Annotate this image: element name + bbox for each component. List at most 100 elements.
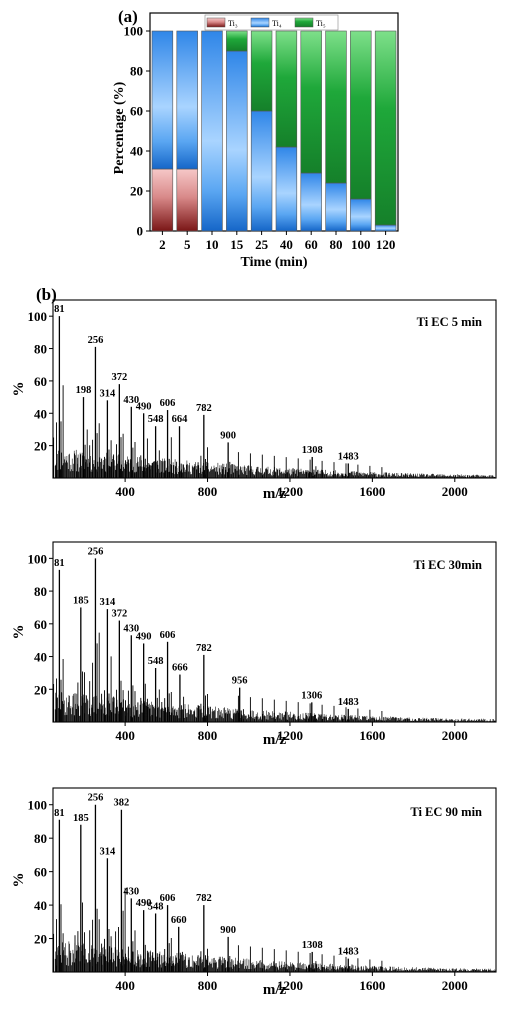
x-tick-label: 10	[206, 237, 219, 252]
legend-swatch-ti4	[250, 17, 270, 28]
cluster-peaks	[53, 632, 383, 722]
peak-label: 430	[123, 886, 139, 897]
x-axis-title: m/z	[263, 982, 287, 998]
peak-label: 81	[54, 558, 65, 569]
spectrum-title: Ti EC 30min	[413, 558, 482, 572]
x-tick-label: 40	[280, 237, 293, 252]
y-tick-label: 60	[34, 374, 47, 389]
bar-segment-ti4	[325, 182, 347, 232]
bar-segment-ti4	[176, 30, 198, 170]
peak-label: 198	[76, 385, 92, 396]
legend-swatch-ti5	[294, 17, 314, 28]
x-tick-label: 60	[305, 237, 318, 252]
peak-label: 490	[136, 631, 152, 642]
x-tick-label: 1600	[359, 484, 385, 499]
bar-segment-ti4	[374, 224, 397, 232]
y-axis-title: %	[11, 625, 27, 640]
x-tick-label: 2	[159, 237, 166, 252]
bar-segment-ti5	[300, 30, 322, 174]
y-tick-label: 100	[124, 24, 144, 39]
x-tick-label: 2000	[442, 728, 468, 743]
y-axis: 0 20 40 60 80 100	[124, 24, 150, 239]
x-tick-label: 100	[351, 237, 371, 252]
peak-label: 1308	[302, 940, 323, 951]
bar-segment-ti5	[374, 30, 397, 226]
y-tick-label: 40	[130, 144, 143, 159]
x-tick-label: 800	[198, 484, 218, 499]
y-axis-title: Percentage (%)	[112, 81, 127, 174]
y-tick-label: 80	[34, 584, 47, 599]
plot-area-frame	[149, 12, 399, 232]
y-axis-title: %	[11, 382, 27, 397]
peak-label: 1483	[338, 697, 359, 708]
panel-b-label: (b)	[36, 285, 57, 304]
peak-label: 548	[148, 656, 164, 667]
y-tick-label: 20	[130, 184, 143, 199]
peak-label: 664	[172, 414, 189, 425]
bar-segment-ti5	[250, 30, 273, 112]
y-tick-label: 0	[137, 224, 144, 239]
y-tick-label: 20	[34, 682, 47, 697]
x-tick-label: 400	[115, 978, 135, 993]
bar-segment-ti3	[151, 168, 174, 232]
x-tick-label: 800	[198, 978, 218, 993]
bar-segment-ti3	[176, 168, 198, 232]
peak-label: 256	[88, 546, 104, 557]
x-tick-label: 800	[198, 728, 218, 743]
cluster-peaks	[53, 887, 383, 972]
x-axis: 2 5 10 15 25 40 60 80 100 120	[159, 231, 395, 252]
bars-group	[151, 30, 397, 232]
peak-label: 606	[160, 398, 176, 409]
peak-label: 372	[111, 372, 127, 383]
x-tick-label: 80	[330, 237, 343, 252]
peak-label: 956	[232, 676, 248, 687]
peak-label: 1483	[338, 947, 359, 958]
y-tick-label: 100	[28, 309, 48, 324]
bar-segment-ti4	[350, 198, 372, 232]
bar-segment-ti4	[151, 30, 174, 170]
bar-segment-ti4	[201, 30, 223, 232]
y-tick-label: 20	[34, 439, 47, 454]
peak-label: 548	[148, 414, 164, 425]
x-tick-label: 1600	[359, 978, 385, 993]
peak-label: 256	[88, 335, 104, 346]
peak-label: 256	[88, 793, 104, 804]
peak-label: 430	[123, 395, 139, 406]
peak-label: 548	[148, 901, 164, 912]
peak-label: 900	[220, 430, 236, 441]
y-tick-label: 60	[34, 617, 47, 632]
x-tick-label: 400	[115, 484, 135, 499]
peak-label: 900	[220, 925, 236, 936]
peak-label: 314	[100, 388, 117, 399]
panel-a-label: (a)	[118, 7, 138, 26]
x-tick-label: 1200	[277, 728, 303, 743]
bar-segment-ti4	[226, 50, 248, 232]
x-axis-title: m/z	[263, 732, 287, 748]
y-tick-label: 60	[34, 865, 47, 880]
peak-label: 490	[136, 401, 152, 412]
bar-segment-ti5	[275, 30, 298, 148]
peak-label: 314	[100, 597, 117, 608]
x-axis-title: m/z	[263, 486, 287, 502]
y-tick-label: 80	[130, 64, 143, 79]
peak-label: 382	[114, 798, 130, 809]
peak-label: 372	[111, 609, 127, 620]
bar-segment-ti4	[250, 110, 273, 232]
peak-label: 606	[160, 630, 176, 641]
cluster-peaks	[53, 385, 383, 478]
legend-label: Ti₄	[272, 19, 282, 28]
peak-label: 660	[171, 915, 187, 926]
y-tick-label: 100	[28, 798, 48, 813]
x-tick-label: 2000	[442, 978, 468, 993]
peak-label: 81	[54, 808, 65, 819]
x-tick-label: 25	[255, 237, 269, 252]
peak-label: 782	[196, 893, 212, 904]
peak-label: 1483	[338, 451, 359, 462]
legend-label: Ti₃	[228, 19, 238, 28]
bar-segment-ti5	[350, 30, 372, 200]
